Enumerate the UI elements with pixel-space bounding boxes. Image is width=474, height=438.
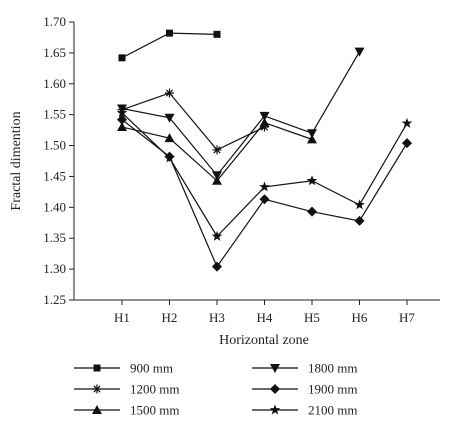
data-point (401, 117, 413, 128)
legend-marker (270, 364, 280, 373)
axes (73, 22, 440, 301)
data-point (117, 122, 127, 132)
y-tick-label: 1.55 (43, 107, 66, 122)
data-point (212, 261, 222, 272)
series-1500-mm (117, 117, 317, 185)
data-point (259, 181, 270, 192)
data-point (118, 54, 126, 62)
legend-label: 900 mm (130, 361, 173, 376)
x-axis-title: Horizontal zone (219, 333, 309, 348)
series-1800-mm (117, 47, 365, 181)
x-tick-label: H4 (257, 310, 273, 325)
legend-item: 1900 mm (252, 382, 357, 397)
y-tick-label: 1.50 (43, 138, 66, 153)
data-point (165, 88, 174, 98)
x-tick-label: H6 (352, 310, 368, 325)
series-2100-mm (116, 107, 413, 241)
legend-marker (92, 384, 102, 394)
data-point (307, 134, 317, 144)
y-tick-label: 1.25 (43, 292, 66, 307)
y-axis-title: Fractal dimention (9, 111, 24, 210)
legend-label: 1900 mm (308, 382, 357, 397)
data-point (354, 215, 365, 226)
data-point (164, 133, 175, 143)
legend-marker (92, 405, 102, 414)
y-tick-label: 1.35 (43, 230, 66, 245)
data-point (307, 129, 317, 139)
series-line (121, 119, 408, 268)
y-ticks: 1.25 1.30 1.35 1.40 1.45 1.50 1.55 1.60 1.65 1.70 (43, 14, 74, 307)
data-point (306, 175, 318, 186)
data-point (212, 175, 222, 185)
y-tick-label: 1.40 (43, 199, 66, 214)
legend-item: 2100 mm (252, 403, 357, 418)
data-point (212, 171, 222, 181)
legend: 900 mm 1200 mm 1500 mm 1800 mm 1900 mm 2100 m… (74, 361, 357, 418)
data-point (213, 30, 221, 38)
legend-marker (93, 364, 101, 372)
y-tick-label: 1.70 (43, 14, 66, 29)
data-point (354, 47, 365, 57)
legend-item: 1200 mm (74, 382, 179, 397)
series-line (121, 32, 218, 59)
data-point (164, 152, 175, 163)
x-tick-label: H2 (162, 310, 178, 325)
legend-marker (270, 384, 280, 394)
data-point (117, 114, 127, 125)
legend-label: 1200 mm (130, 382, 179, 397)
legend-item: 900 mm (74, 361, 173, 376)
data-point (259, 117, 270, 127)
series-900-mm (118, 29, 221, 62)
data-point (307, 206, 317, 217)
data-point (354, 199, 365, 210)
x-ticks: H1 H2 H3 H4 H5 H6 H7 (114, 300, 415, 325)
y-tick-label: 1.45 (43, 168, 66, 183)
legend-marker (269, 404, 281, 415)
legend-item: 1800 mm (252, 361, 357, 376)
series-group (116, 29, 413, 272)
x-tick-label: H7 (399, 310, 415, 325)
y-tick-label: 1.65 (43, 45, 66, 60)
legend-label: 2100 mm (308, 403, 357, 418)
data-point (211, 230, 223, 241)
data-point (402, 138, 412, 149)
series-1900-mm (117, 114, 412, 272)
legend-label: 1500 mm (130, 403, 179, 418)
data-point (164, 113, 175, 123)
y-tick-label: 1.30 (43, 261, 66, 276)
y-tick-label: 1.60 (43, 76, 66, 91)
x-tick-label: H5 (304, 310, 320, 325)
x-tick-label: H3 (209, 310, 225, 325)
legend-label: 1800 mm (308, 361, 357, 376)
data-point (259, 111, 270, 121)
x-tick-label: H1 (114, 310, 130, 325)
data-point (212, 145, 222, 155)
data-point (116, 107, 128, 118)
data-point (259, 194, 270, 205)
series-line (121, 92, 265, 151)
series-line (121, 51, 361, 177)
data-point (166, 29, 173, 37)
legend-item: 1500 mm (74, 403, 179, 418)
